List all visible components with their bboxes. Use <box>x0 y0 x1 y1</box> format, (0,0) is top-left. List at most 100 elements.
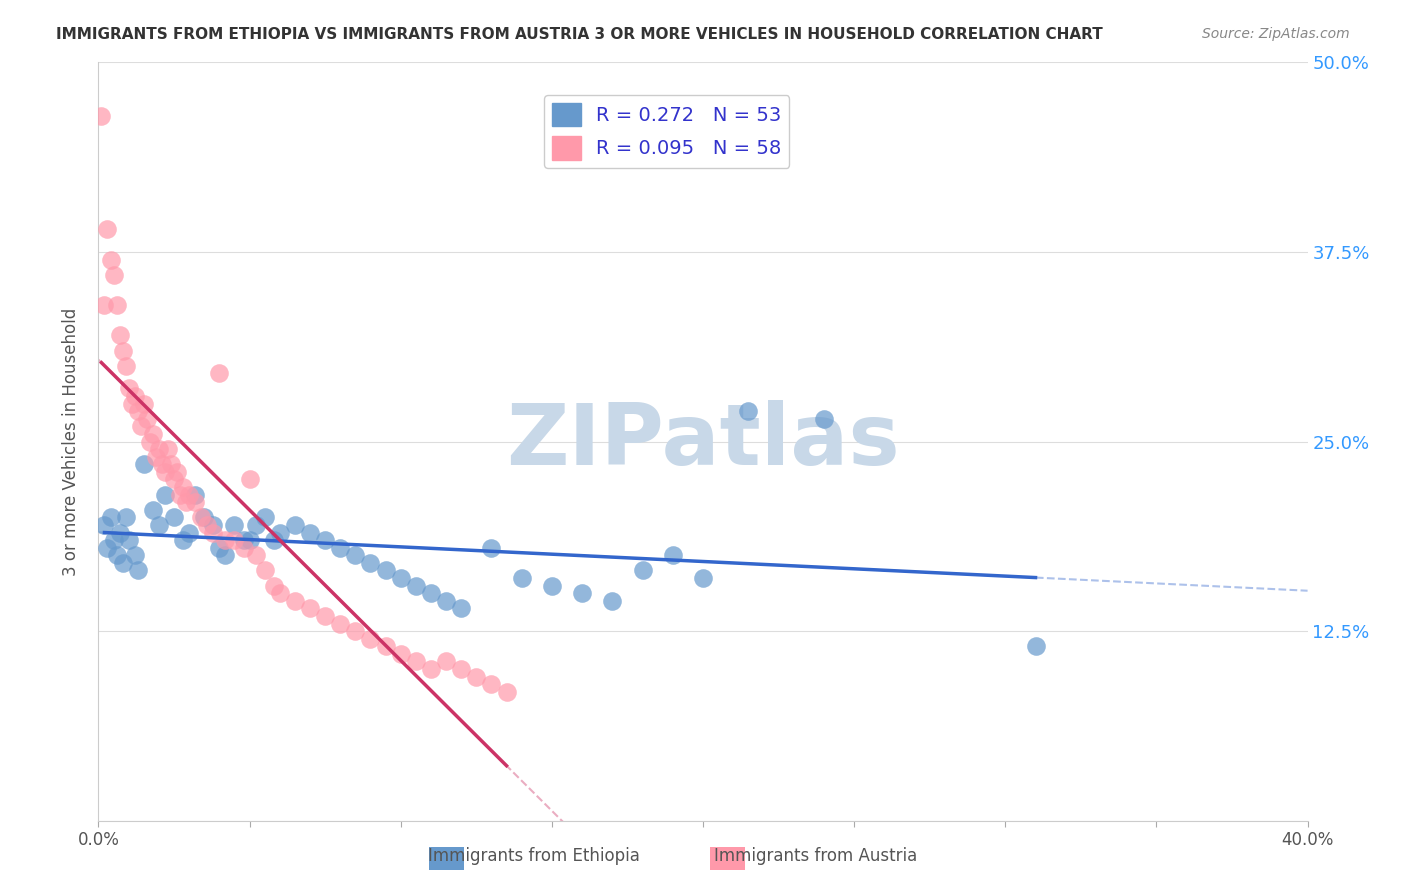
Point <box>184 487 207 501</box>
Point <box>172 480 194 494</box>
Point <box>127 404 149 418</box>
Point <box>103 268 125 282</box>
Point <box>166 465 188 479</box>
Point <box>540 579 562 593</box>
Point <box>108 525 131 540</box>
Point <box>239 473 262 487</box>
Point <box>224 517 246 532</box>
Point <box>434 655 457 669</box>
Point <box>374 639 396 653</box>
Point <box>179 525 201 540</box>
Point <box>153 487 176 501</box>
Point <box>142 503 165 517</box>
Point <box>132 396 155 410</box>
Point <box>224 533 246 548</box>
Point <box>202 525 225 540</box>
Point <box>510 571 533 585</box>
Point <box>172 533 194 548</box>
Point <box>481 677 503 691</box>
Point <box>602 594 624 608</box>
Point <box>195 517 218 532</box>
Point <box>571 586 593 600</box>
Point <box>135 412 157 426</box>
Point <box>105 298 128 312</box>
Point <box>360 556 382 570</box>
Point <box>314 608 336 623</box>
Point <box>214 548 236 563</box>
Point <box>284 517 307 532</box>
Point <box>142 427 165 442</box>
Text: Source: ZipAtlas.com: Source: ZipAtlas.com <box>1202 27 1350 41</box>
Point <box>121 396 143 410</box>
Point <box>263 579 285 593</box>
Point <box>90 108 112 122</box>
Point <box>111 343 134 358</box>
Point <box>269 525 291 540</box>
Point <box>93 517 115 532</box>
Point <box>434 594 457 608</box>
Point <box>360 632 382 646</box>
Point <box>163 473 186 487</box>
Point <box>169 487 191 501</box>
Point <box>329 616 352 631</box>
Point <box>344 548 367 563</box>
Point <box>299 525 322 540</box>
Point <box>661 548 683 563</box>
Point <box>153 465 176 479</box>
Point <box>405 579 427 593</box>
Point <box>245 548 267 563</box>
Point <box>179 487 201 501</box>
Point <box>111 556 134 570</box>
Point <box>127 564 149 578</box>
Point <box>114 359 136 373</box>
Point <box>174 495 197 509</box>
Point <box>100 510 122 524</box>
Point <box>232 541 254 555</box>
Text: IMMIGRANTS FROM ETHIOPIA VS IMMIGRANTS FROM AUSTRIA 3 OR MORE VEHICLES IN HOUSEH: IMMIGRANTS FROM ETHIOPIA VS IMMIGRANTS F… <box>56 27 1102 42</box>
Point <box>329 541 352 555</box>
Point <box>631 564 654 578</box>
Point <box>150 458 173 472</box>
Point <box>374 564 396 578</box>
Y-axis label: 3 or more Vehicles in Household: 3 or more Vehicles in Household <box>62 308 80 575</box>
Point <box>148 442 170 457</box>
Point <box>314 533 336 548</box>
Point <box>737 404 759 418</box>
Point <box>450 601 472 615</box>
Point <box>405 655 427 669</box>
Point <box>389 571 412 585</box>
Point <box>208 541 231 555</box>
Point <box>263 533 285 548</box>
Point <box>253 510 276 524</box>
Point <box>129 419 152 434</box>
Point <box>124 389 146 403</box>
Point <box>160 458 183 472</box>
Point <box>148 517 170 532</box>
Point <box>96 541 118 555</box>
Text: Immigrants from Ethiopia: Immigrants from Ethiopia <box>429 847 640 865</box>
Point <box>108 328 131 343</box>
Point <box>813 412 835 426</box>
Point <box>118 382 141 396</box>
Point <box>214 533 236 548</box>
Point <box>139 434 162 449</box>
Point <box>93 298 115 312</box>
Point <box>299 601 322 615</box>
Point <box>1024 639 1046 653</box>
Point <box>389 647 412 661</box>
Point <box>145 450 167 464</box>
Point <box>184 495 207 509</box>
Point <box>103 533 125 548</box>
Text: ZIPatlas: ZIPatlas <box>506 400 900 483</box>
Point <box>420 586 443 600</box>
Point <box>96 222 118 236</box>
Point <box>114 510 136 524</box>
Point <box>420 662 443 676</box>
Point <box>245 517 267 532</box>
Point <box>156 442 179 457</box>
Point <box>132 458 155 472</box>
Point <box>269 586 291 600</box>
Point <box>163 510 186 524</box>
Point <box>465 669 488 683</box>
Text: Immigrants from Austria: Immigrants from Austria <box>714 847 917 865</box>
